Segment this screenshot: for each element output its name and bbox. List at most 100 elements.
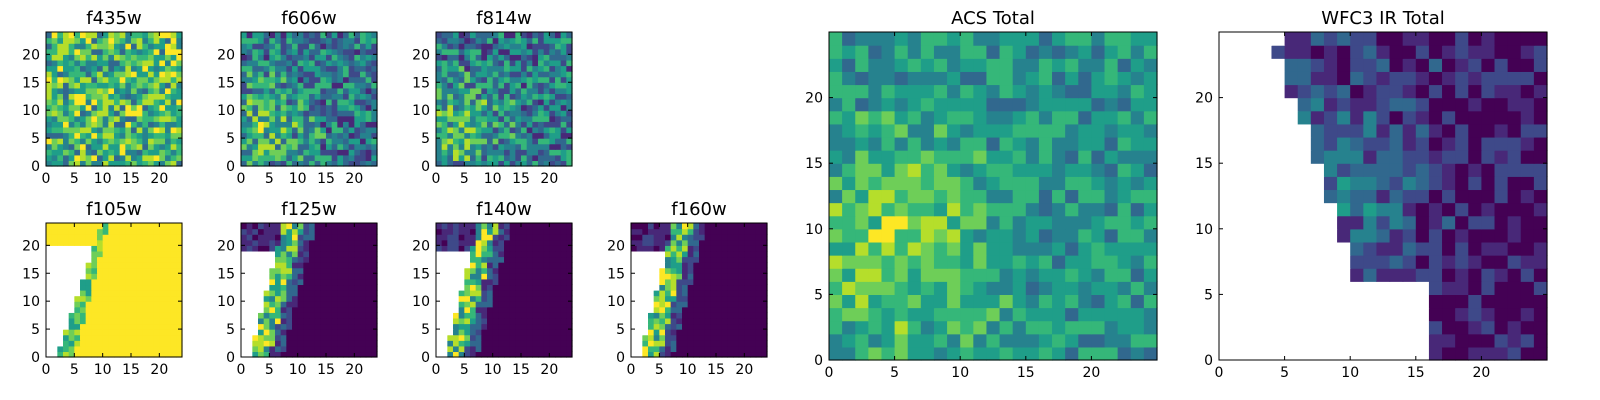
heatmap-cell [526,234,533,241]
heatmap-cell [136,93,143,100]
heatmap-cell [710,329,717,336]
heatmap-cell [487,32,494,39]
heatmap-cell [487,149,494,156]
heatmap-cell [159,250,166,258]
heatmap-cell [470,82,477,89]
heatmap-cell [1025,307,1040,322]
heatmap-cell [80,290,87,297]
heatmap-cell [1052,71,1066,86]
heatmap-cell [320,323,327,330]
heatmap-cell [297,273,304,280]
heatmap-cell [509,301,516,308]
heatmap-cell [337,340,344,347]
heatmap-cell [1143,123,1158,138]
heatmap-cell [354,149,361,156]
heatmap-cell [653,250,660,258]
heatmap-cell [74,87,81,95]
heatmap-cell [470,323,477,330]
heatmap-cell [1038,163,1053,177]
heatmap-cell [470,306,477,313]
heatmap-cell [343,228,350,235]
heatmap-cell [481,76,488,83]
heatmap-cell [487,115,494,122]
heatmap-cell [148,138,155,145]
heatmap-cell [1143,163,1158,177]
heatmap-cell [108,65,115,72]
heatmap-cell [280,160,287,167]
heatmap-cell [80,284,87,291]
heatmap-cell [148,345,155,353]
heatmap-cell [907,255,922,269]
heatmap-cell [750,306,757,313]
heatmap-cell [642,306,649,313]
heatmap-cell [481,273,488,280]
x-tick-label: 20 [540,362,558,378]
heatmap-cell [263,37,270,44]
heatmap-cell [74,262,81,269]
heatmap-cell [1130,333,1145,348]
heatmap-cell [636,256,643,263]
heatmap-cell [670,301,677,308]
heatmap-cell [538,223,545,230]
heatmap-cell [343,37,350,44]
heatmap-cell [269,154,276,162]
heatmap-cell [343,290,350,297]
heatmap-cell [436,65,443,72]
heatmap-cell [538,126,545,134]
heatmap-cell [286,59,293,67]
heatmap-cell [280,223,287,230]
heatmap-cell [1052,32,1066,46]
heatmap-cell [159,110,166,117]
heatmap-cell [526,32,533,39]
heatmap-cell [176,295,183,302]
heatmap-cell [354,301,361,308]
heatmap-cell [68,223,75,230]
heatmap-cell [509,334,516,341]
heatmap-cell [246,323,253,330]
heatmap-cell [670,340,677,347]
heatmap-cell [297,323,304,330]
heatmap-cell [258,126,265,134]
heatmap-cell [1052,294,1066,309]
x-tick-label: 0 [237,171,246,187]
heatmap-cell [933,294,948,309]
heatmap-cell [246,262,253,269]
heatmap-cell [97,290,104,297]
heatmap-cell [371,329,378,336]
heatmap-cell [642,262,649,269]
heatmap-cell [360,82,367,89]
heatmap-cell [521,104,528,111]
heatmap-cell [148,87,155,95]
heatmap-cell [947,294,961,309]
heatmap-cell [986,110,1001,125]
heatmap-cell [492,82,499,89]
heatmap-cell [80,262,87,269]
heatmap-cell [543,256,550,263]
heatmap-cell [441,76,448,83]
heatmap-cell [125,278,132,286]
heatmap-cell [566,256,573,263]
heatmap-cell [532,250,539,258]
heatmap-cell [303,340,310,347]
heatmap-cell [560,126,567,134]
heatmap-cell [97,160,104,167]
heatmap-cell [91,223,98,230]
heatmap-cell [1455,346,1469,361]
heatmap-cell [721,317,728,325]
heatmap-cell [153,306,160,313]
heatmap-cell [252,110,259,117]
heatmap-cell [142,104,149,111]
heatmap-cell [246,317,253,325]
heatmap-cell [280,267,287,274]
heatmap-cell [57,345,64,353]
heatmap-cell [63,126,70,134]
heatmap-cell [676,273,683,280]
heatmap-cell [704,256,711,263]
heatmap-cell [475,93,482,100]
heatmap-cell [51,295,58,302]
heatmap-cell [292,239,299,246]
heatmap-cell [1038,202,1053,217]
heatmap-cell [337,290,344,297]
heatmap-cell [148,54,155,61]
